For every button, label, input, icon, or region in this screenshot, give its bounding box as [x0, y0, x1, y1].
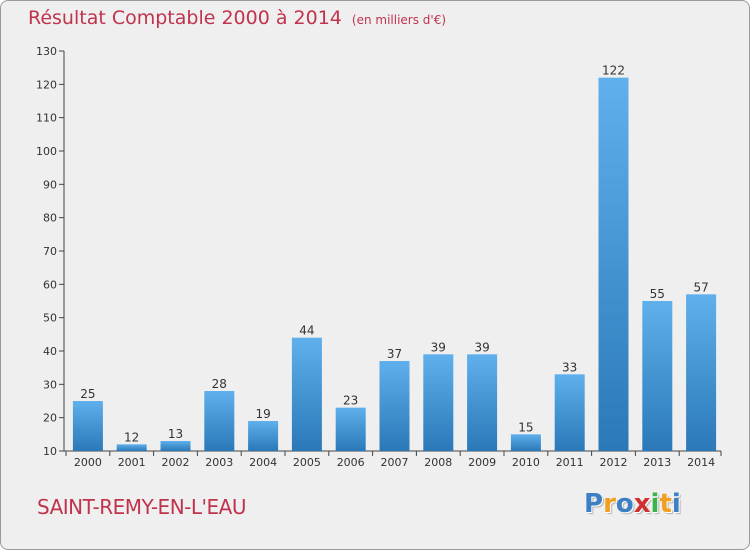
y-tick-label: 70 [43, 245, 57, 258]
value-label-2011: 33 [562, 360, 577, 374]
y-tick-label: 10 [43, 445, 57, 458]
bar-2012 [598, 77, 629, 452]
logo-letter: i [671, 489, 681, 519]
x-tick-label-2012: 2012 [600, 456, 628, 469]
value-label-2009: 39 [474, 340, 489, 354]
bar-2000 [72, 401, 103, 451]
x-tick-label-2014: 2014 [687, 456, 715, 469]
y-tick-label: 60 [43, 278, 57, 291]
value-label-2010: 15 [518, 420, 533, 434]
value-label-2008: 39 [431, 340, 446, 354]
bar-2006 [335, 407, 366, 451]
value-label-2007: 37 [387, 347, 402, 361]
x-tick-label-2005: 2005 [293, 456, 321, 469]
x-tick-label-2001: 2001 [118, 456, 146, 469]
logo-letter: P [584, 489, 604, 519]
logo-letter: x [633, 489, 651, 519]
bar-2008 [423, 354, 454, 451]
value-label-2001: 12 [124, 430, 139, 444]
bar-2003 [204, 391, 235, 451]
value-label-2006: 23 [343, 394, 358, 408]
value-label-2000: 25 [80, 387, 95, 401]
y-tick-label: 130 [36, 45, 57, 58]
value-label-2004: 19 [255, 407, 270, 421]
commune-name: SAINT-REMY-EN-L'EAU [37, 495, 246, 519]
value-label-2013: 55 [650, 287, 665, 301]
chart-title-unit: (en milliers d'€) [351, 13, 447, 27]
value-label-2014: 57 [693, 280, 708, 294]
x-tick-label-2013: 2013 [643, 456, 671, 469]
chart-title-text: Résultat Comptable 2000 à 2014 [28, 7, 342, 29]
bar-2004 [248, 421, 279, 451]
x-tick-label-2010: 2010 [512, 456, 540, 469]
x-tick-label-2003: 2003 [205, 456, 233, 469]
bar-2007 [379, 361, 410, 451]
bar-2014 [686, 294, 717, 451]
logo-letter: o [615, 489, 634, 519]
y-tick-label: 40 [43, 345, 57, 358]
x-tick-label-2000: 2000 [74, 456, 102, 469]
y-tick-label: 110 [36, 112, 57, 125]
x-tick-label-2008: 2008 [424, 456, 452, 469]
bar-2002 [160, 441, 191, 451]
bar-2001 [116, 444, 147, 451]
y-tick-label: 20 [43, 412, 57, 425]
proxiti-logo[interactable]: Proxiti [584, 489, 681, 519]
y-tick-label: 50 [43, 312, 57, 325]
y-tick-label: 100 [36, 145, 57, 158]
bar-2011 [554, 374, 585, 451]
x-tick-label-2004: 2004 [249, 456, 277, 469]
value-label-2003: 28 [212, 377, 227, 391]
x-tick-label-2007: 2007 [381, 456, 409, 469]
bar-2009 [467, 354, 498, 451]
x-tick-label-2009: 2009 [468, 456, 496, 469]
logo-letter: i [650, 489, 660, 519]
chart-title: Résultat Comptable 2000 à 2014 (en millie… [28, 7, 446, 29]
x-tick-label-2002: 2002 [162, 456, 190, 469]
bar-2013 [642, 301, 673, 451]
logo-letter: r [603, 489, 616, 519]
x-tick-label-2011: 2011 [556, 456, 584, 469]
y-tick-label: 30 [43, 378, 57, 391]
y-tick-label: 120 [36, 78, 57, 91]
bar-2005 [291, 337, 322, 451]
x-tick-label-2006: 2006 [337, 456, 365, 469]
logo-letter: t [659, 489, 672, 519]
value-label-2005: 44 [299, 324, 314, 338]
value-label-2002: 13 [168, 427, 183, 441]
bar-2010 [510, 434, 541, 451]
value-label-2012: 122 [602, 64, 625, 78]
y-tick-label: 90 [43, 178, 57, 191]
y-tick-label: 80 [43, 212, 57, 225]
